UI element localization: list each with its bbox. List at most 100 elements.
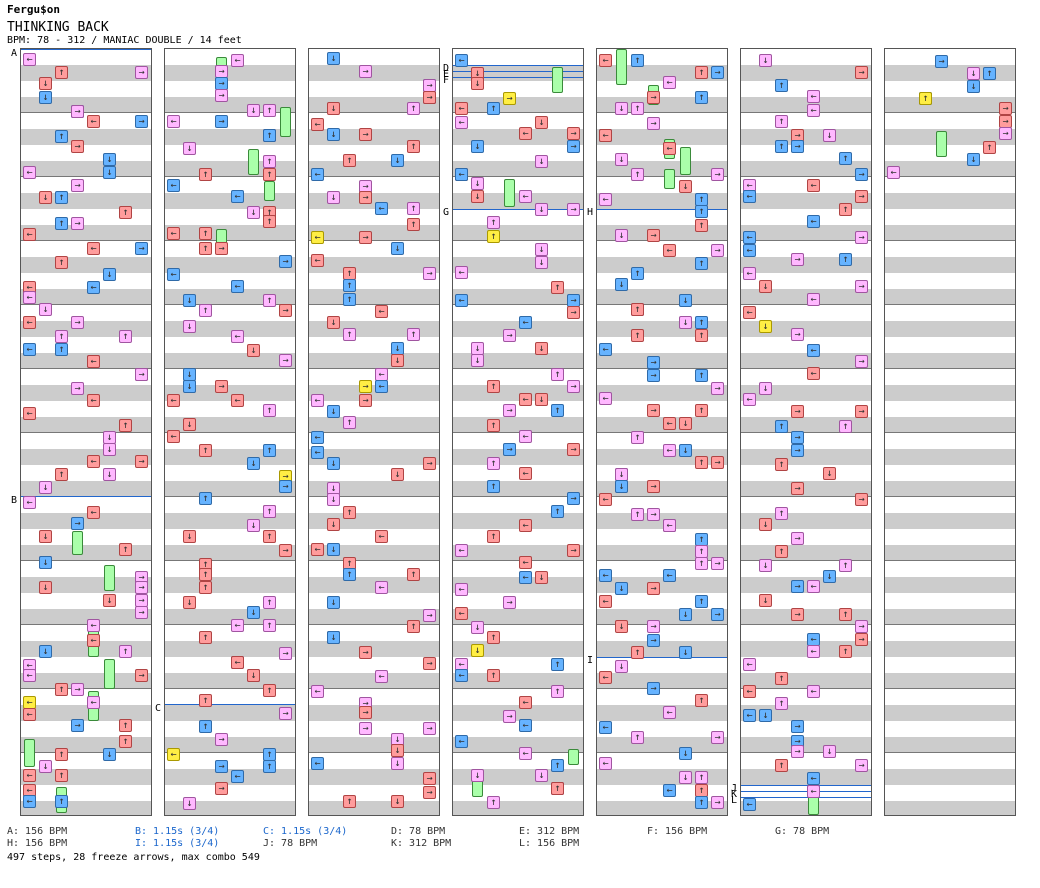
up-arrow-icon: ↑ [839, 558, 852, 572]
left-arrow-icon: ← [807, 645, 820, 659]
down-arrow-icon: ↓ [103, 153, 116, 167]
up-arrow-icon: ↑ [695, 771, 708, 785]
right-arrow-icon: → [215, 242, 228, 256]
left-arrow-icon: ← [23, 228, 36, 242]
left-arrow-icon: ← [87, 241, 100, 255]
left-arrow-icon: ← [807, 104, 820, 118]
left-arrow-icon: ← [599, 595, 612, 609]
right-arrow-icon: → [503, 709, 516, 723]
left-arrow-icon: ← [311, 445, 324, 459]
up-arrow-icon: ↑ [839, 607, 852, 621]
up-arrow-icon: ↑ [199, 242, 212, 256]
measure-line [597, 176, 727, 177]
down-arrow-icon: ↓ [535, 115, 548, 129]
up-arrow-icon: ↑ [631, 508, 644, 522]
down-arrow-icon: ↓ [39, 530, 52, 544]
right-arrow-icon: → [647, 117, 660, 131]
right-arrow-icon: → [135, 454, 148, 468]
down-arrow-icon: ↓ [759, 558, 772, 572]
measure-line [309, 240, 439, 241]
down-arrow-icon: ↓ [535, 243, 548, 257]
right-arrow-icon: → [359, 380, 372, 394]
left-arrow-icon: ← [743, 393, 756, 407]
left-arrow-icon: ← [455, 607, 468, 621]
measure-line [165, 624, 295, 625]
left-arrow-icon: ← [743, 243, 756, 257]
left-arrow-icon: ← [743, 657, 756, 671]
right-arrow-icon: → [647, 508, 660, 522]
freeze-arrow [936, 131, 947, 157]
up-arrow-icon: ↑ [55, 191, 68, 205]
right-arrow-icon: → [135, 580, 148, 594]
measure-line [597, 240, 727, 241]
left-arrow-icon: ← [455, 294, 468, 308]
freeze-arrow [280, 107, 291, 137]
up-arrow-icon: ↑ [119, 734, 132, 748]
measure-line [885, 304, 1015, 305]
right-arrow-icon: → [423, 785, 436, 799]
marker-g: G [443, 207, 450, 218]
freeze-arrow [664, 169, 675, 189]
right-arrow-icon: → [71, 105, 84, 119]
left-arrow-icon: ← [87, 281, 100, 295]
up-arrow-icon: ↑ [199, 227, 212, 241]
up-arrow-icon: ↑ [695, 91, 708, 105]
right-arrow-icon: → [503, 442, 516, 456]
left-arrow-icon: ← [311, 757, 324, 771]
measure-line [453, 624, 583, 625]
right-arrow-icon: → [71, 683, 84, 697]
up-arrow-icon: ↑ [55, 468, 68, 482]
right-arrow-icon: → [423, 609, 436, 623]
measure-line [21, 368, 151, 369]
left-arrow-icon: ← [87, 394, 100, 408]
down-arrow-icon: ↓ [39, 303, 52, 317]
right-arrow-icon: → [71, 217, 84, 231]
measure-line [165, 240, 295, 241]
right-arrow-icon: → [567, 442, 580, 456]
right-arrow-icon: → [855, 231, 868, 245]
left-arrow-icon: ← [807, 293, 820, 307]
left-arrow-icon: ← [455, 167, 468, 181]
down-arrow-icon: ↓ [759, 382, 772, 396]
up-arrow-icon: ↑ [695, 368, 708, 382]
left-arrow-icon: ← [663, 706, 676, 720]
measure-line [597, 112, 727, 113]
chart-column: ←↑→↑←→↑↓↑→←←←↓↑→↓↑←↑↑→↓←→↑↑↓↓↑↑↑↓↑↑←→→↑→… [596, 48, 728, 816]
up-arrow-icon: ↑ [55, 329, 68, 343]
up-arrow-icon: ↑ [631, 731, 644, 745]
left-arrow-icon: ← [519, 570, 532, 584]
down-arrow-icon: ↓ [183, 418, 196, 432]
up-arrow-icon: ↑ [487, 216, 500, 229]
right-arrow-icon: → [567, 305, 580, 319]
down-arrow-icon: ↓ [391, 353, 404, 367]
left-arrow-icon: ← [807, 772, 820, 786]
down-arrow-icon: ↓ [327, 542, 340, 556]
chart-column: ↓→↑←←↑→↓↑→↑→←←→←↑←→←←→↑←↓→←←↓→←←→←↓←→→↑↑… [740, 48, 872, 816]
up-arrow-icon: ↑ [551, 404, 564, 418]
right-arrow-icon: → [999, 126, 1012, 140]
right-arrow-icon: → [791, 404, 804, 418]
down-arrow-icon: ↓ [471, 177, 484, 190]
up-arrow-icon: ↑ [199, 720, 212, 734]
left-arrow-icon: ← [23, 343, 36, 357]
left-arrow-icon: ← [167, 267, 180, 281]
measure-line [597, 304, 727, 305]
marker-c: C [155, 703, 162, 714]
up-arrow-icon: ↑ [199, 568, 212, 582]
up-arrow-icon: ↑ [263, 404, 276, 418]
right-arrow-icon: → [423, 656, 436, 670]
right-arrow-icon: → [503, 404, 516, 418]
up-arrow-icon: ↑ [775, 458, 788, 471]
chart-meta: BPM: 78 - 312 / MANIAC DOUBLE / 14 feet [7, 35, 242, 46]
right-arrow-icon: → [791, 607, 804, 621]
left-arrow-icon: ← [87, 115, 100, 129]
down-arrow-icon: ↓ [247, 605, 260, 619]
right-arrow-icon: → [71, 382, 84, 396]
down-arrow-icon: ↓ [471, 644, 484, 658]
chart-column: ←→→→↓↑→←↑↑↓↑↑↑←←↓↑↑↑←↑→→←←↓↑→↑↓←↓→↓↓→←←↑… [164, 48, 296, 816]
down-arrow-icon: ↓ [615, 480, 628, 493]
down-arrow-icon: ↓ [103, 468, 116, 482]
right-arrow-icon: → [855, 633, 868, 647]
up-arrow-icon: ↑ [775, 139, 788, 153]
legend-d: D: 78 BPM [391, 826, 446, 837]
